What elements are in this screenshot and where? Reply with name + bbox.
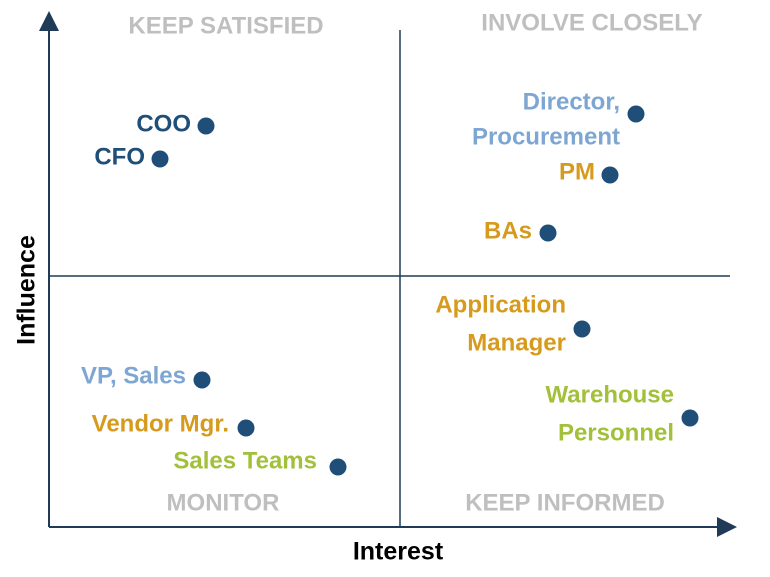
stakeholder-label: VP, Sales <box>81 362 186 389</box>
axis-title: Influence <box>13 235 41 345</box>
quadrant-label: MONITOR <box>167 489 280 516</box>
stakeholder-dot <box>329 458 347 476</box>
stakeholder-label: Director, <box>523 88 620 115</box>
stakeholder-dot <box>539 224 557 242</box>
stakeholder-label: Sales Teams <box>173 447 317 474</box>
stakeholder-label: COO <box>136 110 191 137</box>
stakeholder-dot <box>681 409 699 427</box>
quadrant-label: KEEP SATISFIED <box>128 12 323 39</box>
stakeholder-dot <box>237 419 255 437</box>
stakeholder-label: Vendor Mgr. <box>92 410 229 437</box>
stakeholder-dot <box>197 117 215 135</box>
stakeholder-label: Procurement <box>472 123 620 150</box>
stakeholder-label: BAs <box>484 217 532 244</box>
axis-title: Interest <box>353 538 444 566</box>
stakeholder-label: Manager <box>467 329 566 356</box>
stakeholder-label: PM <box>559 158 595 185</box>
stakeholder-dot <box>601 166 619 184</box>
stakeholder-label: Personnel <box>558 419 674 446</box>
stakeholder-dot <box>573 320 591 338</box>
stakeholder-dot <box>627 105 645 123</box>
quadrant-label: INVOLVE CLOSELY <box>481 9 702 36</box>
stakeholder-label: CFO <box>94 143 145 170</box>
stakeholder-dot <box>151 150 169 168</box>
stakeholder-label: Warehouse <box>546 381 674 408</box>
stakeholder-dot <box>193 371 211 389</box>
quadrant-label: KEEP INFORMED <box>465 489 665 516</box>
stakeholder-label: Application <box>435 291 566 318</box>
